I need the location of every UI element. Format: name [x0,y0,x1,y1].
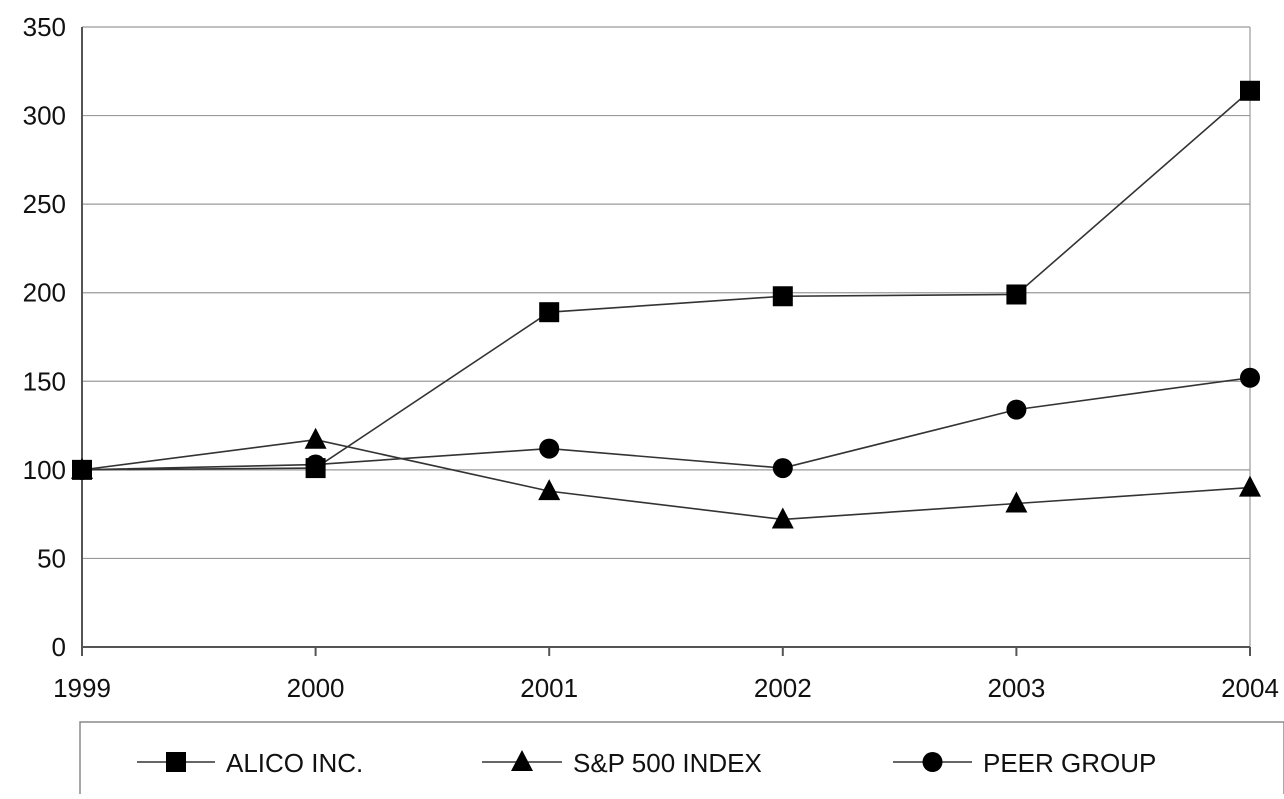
x-tick-label: 2001 [520,673,578,703]
data-point-square [1006,284,1027,305]
y-tick-label: 100 [23,455,66,485]
x-tick-label: 2004 [1221,673,1279,703]
data-point-square [772,286,793,307]
data-point-triangle [304,427,327,449]
y-tick-label: 200 [23,278,66,308]
y-tick-label: 0 [52,632,66,662]
legend-label: S&P 500 INDEX [573,748,762,778]
data-point-triangle [538,479,561,501]
data-point-triangle [1005,491,1028,513]
data-point-circle [772,458,793,479]
series-circle [72,367,1260,480]
series-line-triangle [81,438,1251,521]
y-tick-label: 150 [23,366,66,396]
legend-marker-square [166,752,186,772]
y-tick-label: 350 [23,12,66,42]
series-triangle [71,427,1261,529]
data-point-circle [1240,367,1260,388]
data-point-circle [1006,399,1027,420]
data-point-square [1240,80,1260,101]
legend-item-circle: PEER GROUP [893,748,1156,778]
legend-label: ALICO INC. [226,748,363,778]
data-point-circle [539,438,560,459]
data-point-square [305,458,326,479]
legend-item-triangle: S&P 500 INDEX [482,748,762,778]
series-line-square [81,90,1251,471]
x-tick-label: 2003 [987,673,1045,703]
data-point-square [539,302,560,323]
legend-box [79,721,1284,799]
y-tick-label: 250 [23,189,66,219]
gridlines [82,26,1251,648]
legend-marker-circle [922,752,943,772]
y-tick-label: 300 [23,101,66,131]
series-square [72,80,1260,480]
series-line-circle [81,376,1251,471]
data-point-triangle [771,507,794,529]
x-tick-label: 2000 [287,673,345,703]
data-point-square [72,459,92,480]
legend: ALICO INC. S&P 500 INDEX PEER GROUP [79,721,1284,799]
axes: 0 50 100 150 200 250 300 350 1999 2000 2001 2002 200… [23,12,1279,703]
series-group [71,80,1261,529]
y-tick-label: 50 [37,543,66,573]
legend-marker-triangle [511,750,533,771]
x-tick-label: 2002 [754,673,812,703]
legend-label: PEER GROUP [983,748,1156,778]
x-tick-label: 1999 [53,673,111,703]
legend-item-square: ALICO INC. [137,748,363,778]
data-point-triangle [1239,475,1261,497]
